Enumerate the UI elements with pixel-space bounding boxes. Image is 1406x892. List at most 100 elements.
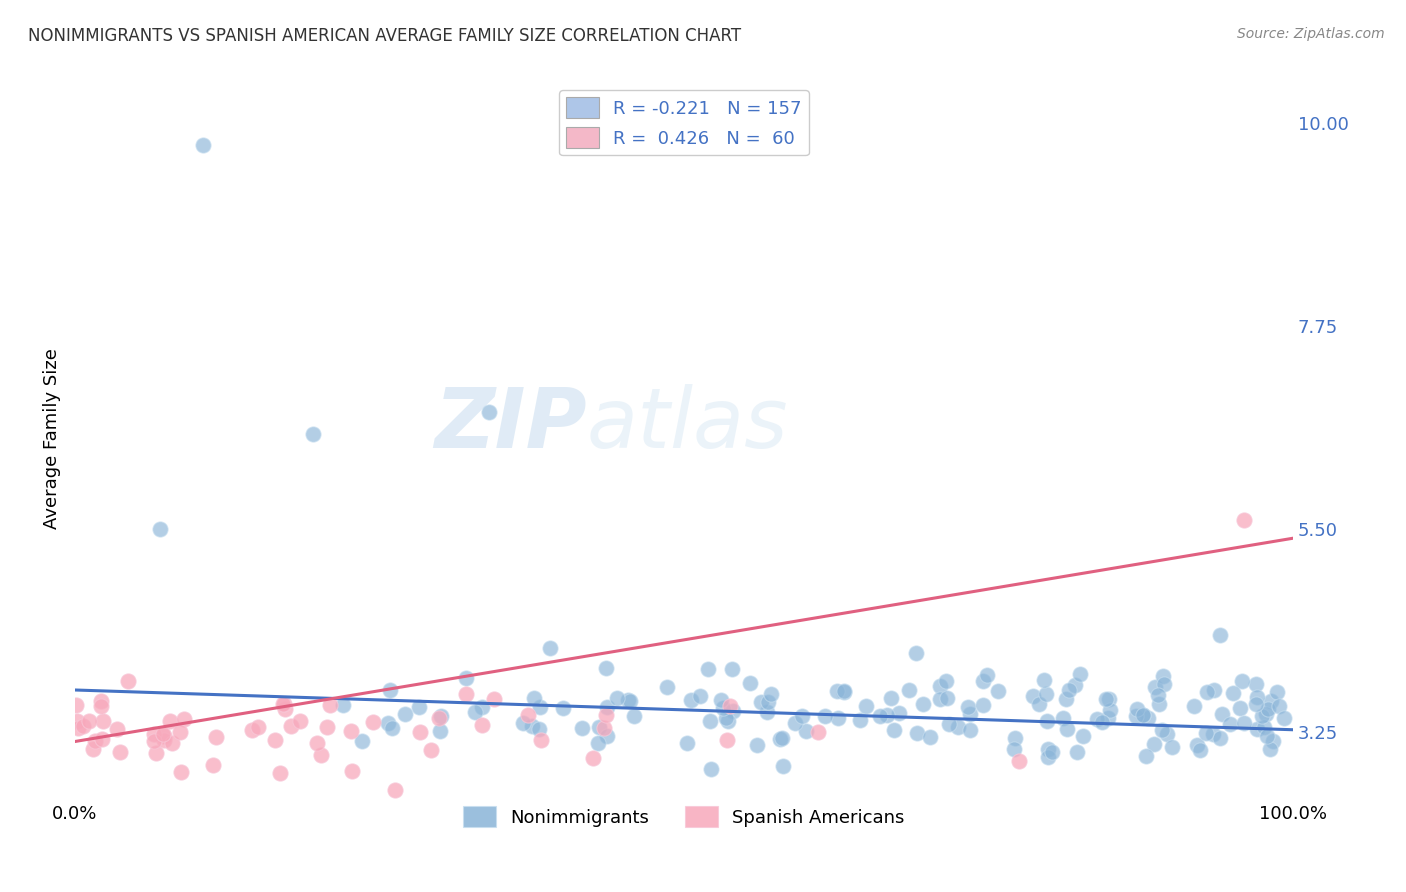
Point xyxy=(1209,628,1232,642)
Point xyxy=(596,699,619,714)
Point xyxy=(377,716,399,731)
Point xyxy=(1146,688,1168,702)
Point xyxy=(1022,689,1045,703)
Point xyxy=(517,708,540,723)
Point xyxy=(1194,726,1216,740)
Point xyxy=(1253,720,1275,734)
Point xyxy=(783,716,806,731)
Point xyxy=(675,736,697,750)
Point xyxy=(273,698,295,712)
Point xyxy=(339,723,361,738)
Point xyxy=(716,714,738,728)
Point xyxy=(794,723,817,738)
Point xyxy=(595,661,617,675)
Point xyxy=(759,687,782,701)
Point xyxy=(1189,743,1212,757)
Point xyxy=(1256,706,1278,721)
Point xyxy=(520,719,543,733)
Point xyxy=(807,725,830,739)
Point xyxy=(471,718,494,732)
Point xyxy=(408,700,430,714)
Point xyxy=(1211,707,1233,722)
Point xyxy=(93,714,115,728)
Point xyxy=(619,694,641,708)
Point xyxy=(471,699,494,714)
Point xyxy=(832,685,855,699)
Text: ZIP: ZIP xyxy=(434,384,586,465)
Point xyxy=(269,766,291,780)
Point xyxy=(538,640,561,655)
Point xyxy=(887,706,910,720)
Point xyxy=(1202,727,1225,741)
Point xyxy=(596,729,619,743)
Point xyxy=(153,729,176,743)
Point xyxy=(1182,699,1205,714)
Point xyxy=(772,759,794,773)
Point xyxy=(1246,722,1268,736)
Point xyxy=(1267,698,1289,713)
Point xyxy=(904,646,927,660)
Point xyxy=(1094,691,1116,706)
Point xyxy=(152,726,174,740)
Point xyxy=(1230,674,1253,689)
Point xyxy=(1265,685,1288,699)
Point xyxy=(1002,741,1025,756)
Point xyxy=(530,733,553,747)
Point xyxy=(305,736,328,750)
Point xyxy=(1066,745,1088,759)
Point xyxy=(83,734,105,748)
Point xyxy=(972,674,994,689)
Point xyxy=(464,705,486,719)
Point xyxy=(361,715,384,730)
Point xyxy=(145,746,167,760)
Point xyxy=(117,674,139,689)
Point xyxy=(959,706,981,721)
Point xyxy=(169,724,191,739)
Point xyxy=(380,683,402,698)
Point xyxy=(419,742,441,756)
Point xyxy=(1052,711,1074,725)
Point xyxy=(700,762,723,776)
Point xyxy=(478,405,501,419)
Point xyxy=(529,700,551,714)
Point xyxy=(929,679,952,693)
Point xyxy=(1209,731,1232,745)
Point xyxy=(1040,745,1063,759)
Point xyxy=(1033,673,1056,687)
Point xyxy=(316,720,339,734)
Point xyxy=(288,714,311,729)
Point xyxy=(142,727,165,741)
Point xyxy=(1222,686,1244,700)
Point xyxy=(105,723,128,737)
Point xyxy=(1244,676,1267,690)
Point xyxy=(855,699,877,714)
Point xyxy=(1147,698,1170,712)
Point xyxy=(454,671,477,685)
Point xyxy=(880,690,903,705)
Point xyxy=(191,138,214,153)
Point xyxy=(1035,687,1057,701)
Point xyxy=(586,736,609,750)
Point xyxy=(454,687,477,701)
Point xyxy=(1056,723,1078,737)
Point xyxy=(108,745,131,759)
Point xyxy=(65,698,87,713)
Point xyxy=(876,707,898,722)
Point xyxy=(832,684,855,698)
Point xyxy=(716,711,738,725)
Point xyxy=(720,662,742,676)
Point xyxy=(1204,683,1226,698)
Point xyxy=(1098,703,1121,717)
Point xyxy=(1187,738,1209,752)
Point xyxy=(1229,701,1251,715)
Point xyxy=(170,764,193,779)
Point xyxy=(205,731,228,745)
Point xyxy=(1073,729,1095,743)
Point xyxy=(1057,682,1080,697)
Point xyxy=(1091,714,1114,729)
Point xyxy=(342,764,364,778)
Point xyxy=(72,719,94,733)
Text: atlas: atlas xyxy=(586,384,789,465)
Point xyxy=(1251,708,1274,723)
Point xyxy=(201,758,224,772)
